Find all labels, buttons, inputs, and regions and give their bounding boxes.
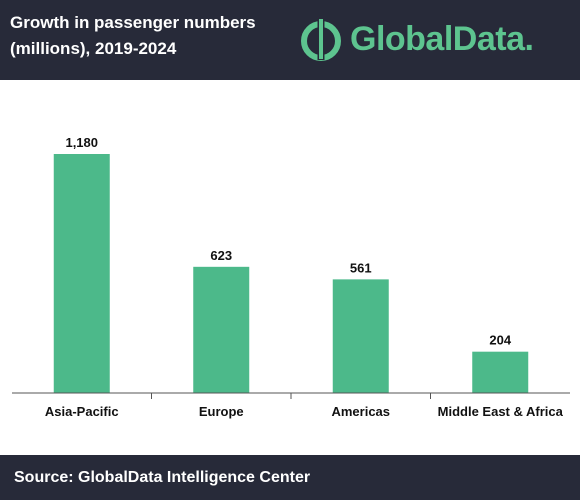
data-label: 623 (210, 248, 232, 263)
data-label: 204 (489, 333, 511, 348)
chart-title: Growth in passenger numbers (millions), … (10, 10, 310, 62)
bar-middle-east-africa (472, 351, 529, 393)
x-tick-label: Asia-Pacific (45, 404, 119, 419)
logo-wordmark: GlobalData (350, 19, 525, 58)
header-bar: Growth in passenger numbers (millions), … (0, 0, 580, 80)
source-note: Source: GlobalData Intelligence Center (14, 468, 311, 486)
data-label: 1,180 (65, 135, 98, 150)
footer-bar: Source: GlobalData Intelligence Center (0, 455, 580, 500)
chart-area: 1,180 Asia-Pacific 623 Europe 561 Americas 204… (0, 80, 580, 455)
bar-asia-pacific (53, 154, 110, 393)
globaldata-logo: GlobalData. (300, 14, 572, 64)
data-label: 561 (350, 260, 372, 275)
x-tick-label: Europe (199, 404, 244, 419)
chart-title-line-1: Growth in passenger numbers (10, 13, 256, 32)
globaldata-logo-icon (301, 18, 341, 61)
logo-wordmark-dot: . (524, 19, 534, 58)
chart-title-line-2: (millions), 2019-2024 (10, 39, 177, 58)
bar-chart: 1,180 Asia-Pacific 623 Europe 561 Americas 204… (12, 135, 570, 419)
x-tick-label: Middle East & Africa (438, 404, 564, 419)
x-tick-label: Americas (331, 404, 390, 419)
bar-europe (193, 266, 250, 393)
bar-americas (332, 279, 389, 393)
